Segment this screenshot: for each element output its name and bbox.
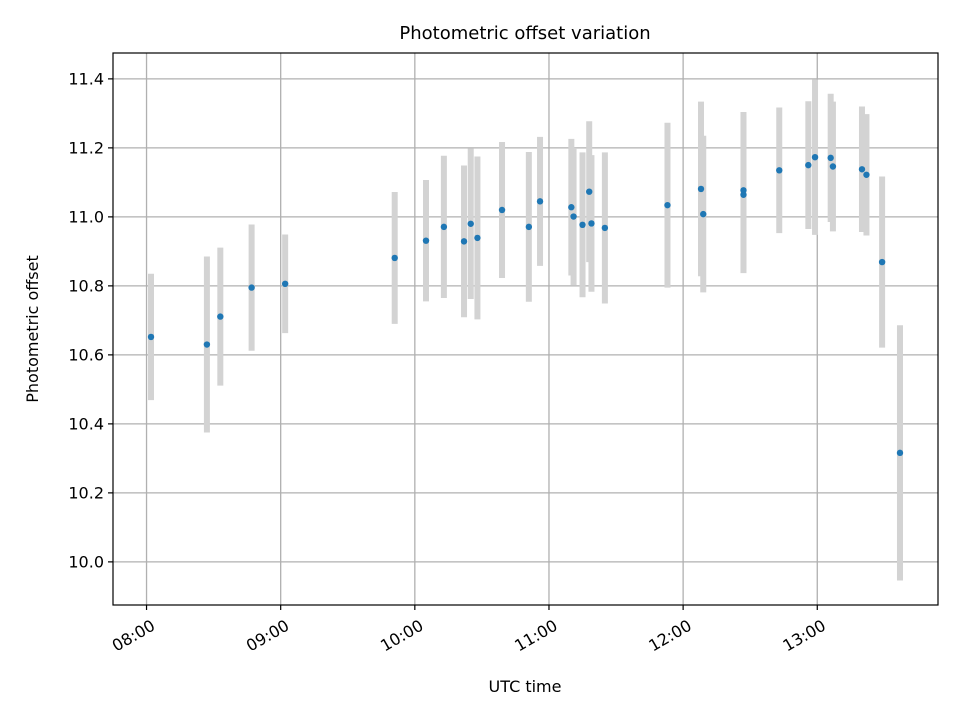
data-point (281, 280, 289, 288)
data-point (248, 284, 255, 291)
data-point (601, 224, 609, 232)
data-point (863, 171, 870, 178)
data-point (858, 166, 866, 173)
data-point (474, 234, 481, 242)
data-point (147, 333, 155, 341)
data-point (203, 341, 211, 348)
data-point (740, 191, 747, 198)
data-point (805, 161, 812, 169)
data-point (570, 213, 577, 220)
data-point (217, 313, 224, 320)
y-axis-ticks: 10.0 10.2 10.4 10.6 10.8 11.0 11.2 11.4 (68, 69, 113, 571)
data-point (664, 201, 671, 209)
data-point (467, 220, 474, 227)
data-point (829, 163, 837, 170)
y-axis-label: Photometric offset (23, 255, 42, 403)
y-tick-label: 10.2 (68, 483, 104, 502)
data-point (498, 206, 506, 214)
y-tick-label: 10.4 (68, 414, 104, 433)
data-point (811, 153, 819, 161)
data-point (700, 210, 707, 218)
data-point (440, 223, 448, 231)
data-point (827, 154, 834, 162)
y-tick-label: 10.6 (68, 345, 104, 364)
data-point (460, 238, 468, 245)
data-point (525, 223, 533, 231)
data-point (391, 254, 398, 262)
data-point (536, 198, 544, 205)
data-point (740, 187, 747, 194)
plot-frame (112, 52, 939, 606)
data-point (588, 220, 595, 227)
y-tick-label: 10.8 (68, 276, 104, 295)
data-point (422, 237, 430, 244)
data-point (776, 167, 783, 174)
y-tick-label: 10.0 (68, 552, 104, 571)
y-tick-label: 11.0 (68, 207, 104, 226)
data-point (896, 449, 904, 457)
y-tick-label: 11.4 (68, 69, 104, 88)
data-point (579, 221, 586, 229)
x-axis-label: UTC time (489, 677, 562, 696)
data-point (697, 185, 705, 193)
data-point (586, 188, 593, 195)
y-tick-label: 11.2 (68, 138, 104, 157)
data-point (568, 204, 575, 211)
grid (113, 53, 938, 605)
chart-title: Photometric offset variation (399, 23, 650, 44)
data-point (878, 258, 886, 266)
data-points (147, 153, 904, 457)
